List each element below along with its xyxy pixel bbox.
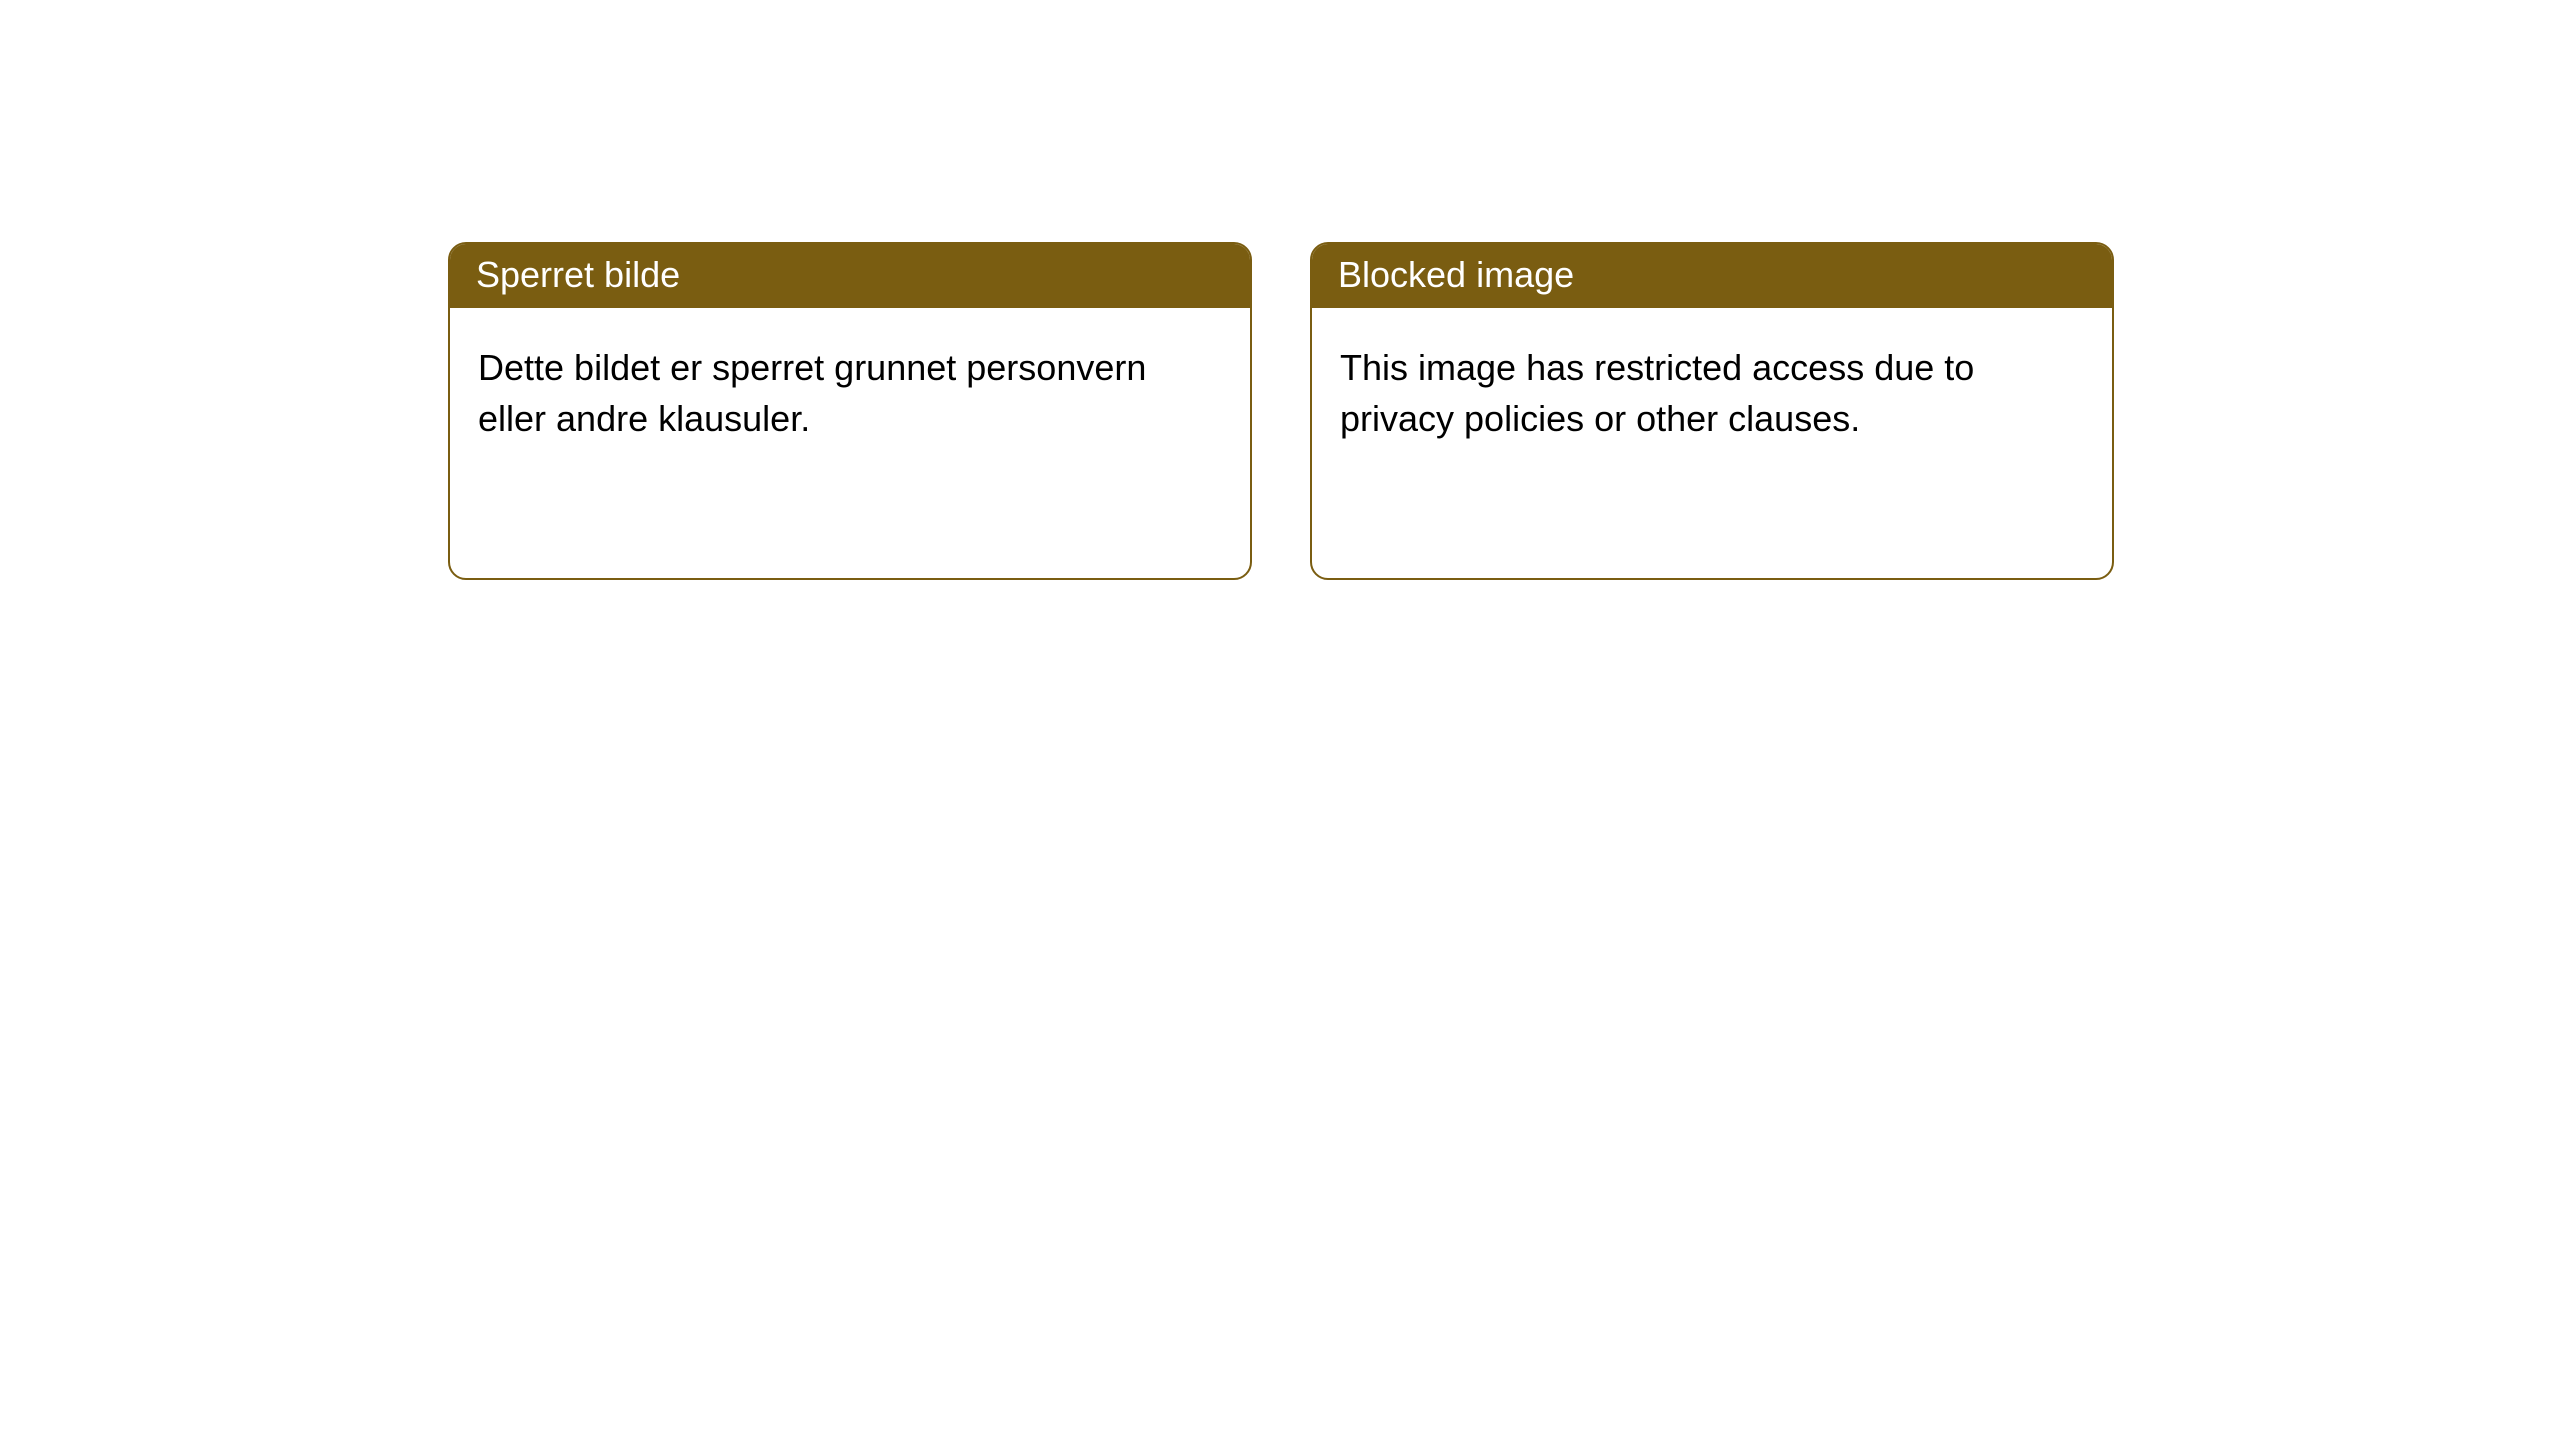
- notice-box-norwegian: Sperret bilde Dette bildet er sperret gr…: [448, 242, 1252, 580]
- notice-box-english: Blocked image This image has restricted …: [1310, 242, 2114, 580]
- notice-body: Dette bildet er sperret grunnet personve…: [450, 308, 1250, 578]
- notice-body-text: This image has restricted access due to …: [1340, 347, 1974, 439]
- notice-body: This image has restricted access due to …: [1312, 308, 2112, 578]
- notice-title: Sperret bilde: [476, 254, 680, 295]
- notice-title: Blocked image: [1338, 254, 1574, 295]
- notice-header: Sperret bilde: [450, 244, 1250, 308]
- notice-body-text: Dette bildet er sperret grunnet personve…: [478, 347, 1146, 439]
- notice-header: Blocked image: [1312, 244, 2112, 308]
- notices-container: Sperret bilde Dette bildet er sperret gr…: [0, 0, 2560, 580]
